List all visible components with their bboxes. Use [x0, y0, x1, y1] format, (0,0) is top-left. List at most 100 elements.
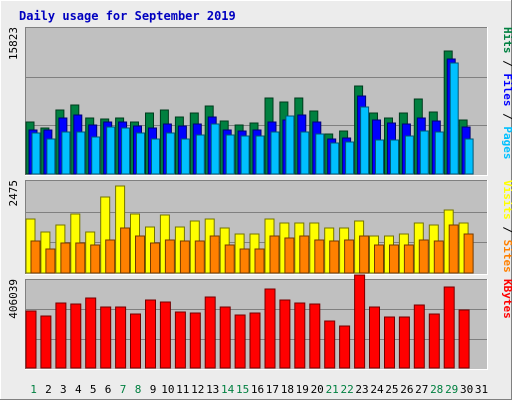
day-label-19: 19 — [296, 383, 309, 396]
bar-pages-day-9 — [151, 138, 160, 175]
bar-sites-day-2 — [45, 248, 56, 274]
bar-kbytes-day-23 — [354, 274, 366, 369]
bar-kbytes-day-2 — [40, 315, 52, 369]
day-label-30: 30 — [460, 383, 473, 396]
bar-sites-day-19 — [299, 235, 310, 274]
day-label-2: 2 — [45, 383, 52, 396]
bar-sites-day-26 — [403, 244, 414, 274]
bar-pages-day-10 — [165, 132, 175, 175]
panel-max-label: 406039 — [7, 279, 20, 319]
bar-sites-day-13 — [209, 235, 220, 274]
bar-pages-day-16 — [255, 135, 265, 175]
bar-pages-day-26 — [404, 135, 414, 175]
day-axis-labels: 1 2 3 4 5 6 7 8 9 10 11 12 13 14 15 16 17 18 19 20 21 22 23 24 2… — [30, 383, 488, 396]
panel-legend: Hits / Files / Pages — [501, 27, 512, 160]
bar-kbytes-day-12 — [189, 312, 201, 369]
bar-kbytes-day-19 — [294, 302, 306, 369]
day-label-20: 20 — [311, 383, 324, 396]
day-label-5: 5 — [90, 383, 97, 396]
bar-pages-day-23 — [360, 106, 370, 175]
bar-kbytes-day-17 — [264, 288, 276, 369]
bar-pages-day-20 — [315, 133, 325, 175]
bar-pages-day-28 — [434, 131, 444, 175]
day-label-28: 28 — [430, 383, 443, 396]
bar-pages-day-21 — [330, 142, 340, 175]
bar-sites-day-5 — [90, 244, 101, 274]
bar-kbytes-day-20 — [309, 303, 321, 369]
bar-sites-day-10 — [164, 239, 175, 274]
day-label-17: 17 — [266, 383, 279, 396]
bar-pages-day-14 — [225, 134, 235, 175]
legend-item-pages: Pages — [501, 126, 512, 159]
bar-sites-day-12 — [194, 240, 205, 274]
bar-pages-day-29 — [449, 62, 459, 175]
bar-pages-day-6 — [106, 126, 116, 175]
bar-pages-day-15 — [240, 135, 250, 175]
bar-sites-day-18 — [284, 237, 295, 274]
day-label-23: 23 — [355, 383, 368, 396]
bar-sites-day-1 — [30, 240, 41, 274]
legend-item-hits: Hits — [501, 27, 512, 54]
bar-pages-day-22 — [345, 141, 355, 175]
series-kbytes — [25, 274, 470, 369]
bar-kbytes-day-24 — [369, 306, 380, 369]
day-label-26: 26 — [400, 383, 413, 396]
bar-sites-day-24 — [374, 244, 384, 274]
bar-sites-day-14 — [224, 244, 235, 274]
day-label-27: 27 — [415, 383, 428, 396]
bar-pages-day-4 — [76, 131, 86, 175]
legend-separator: / — [501, 107, 512, 127]
day-label-16: 16 — [251, 383, 264, 396]
bar-kbytes-day-16 — [249, 312, 261, 369]
bar-sites-day-25 — [389, 244, 399, 274]
bar-sites-day-6 — [105, 239, 116, 274]
legend-separator: / — [501, 220, 512, 240]
bar-kbytes-day-22 — [339, 325, 351, 369]
bar-sites-day-8 — [135, 235, 145, 274]
bar-pages-day-17 — [270, 131, 280, 175]
bar-sites-day-3 — [60, 242, 71, 274]
series-pages — [31, 62, 474, 175]
bar-sites-day-9 — [150, 242, 160, 274]
bar-pages-day-7 — [121, 127, 131, 175]
day-label-15: 15 — [236, 383, 249, 396]
bar-kbytes-day-29 — [443, 286, 455, 369]
bar-kbytes-day-15 — [234, 314, 246, 369]
bar-kbytes-day-27 — [413, 304, 425, 369]
day-label-4: 4 — [75, 383, 82, 396]
bar-kbytes-day-8 — [130, 313, 141, 369]
chart-title: Daily usage for September 2019 — [19, 9, 236, 23]
bar-sites-day-4 — [75, 242, 86, 274]
chart-panels: 15823 Hits / Files / Pages 2475 Visits / Si… — [7, 27, 512, 370]
bar-kbytes-day-11 — [174, 311, 186, 369]
bar-pages-day-27 — [419, 130, 429, 175]
day-label-3: 3 — [60, 383, 67, 396]
day-label-22: 22 — [340, 383, 353, 396]
bar-sites-day-7 — [120, 227, 131, 274]
bar-pages-day-1 — [31, 132, 41, 175]
bar-kbytes-day-26 — [398, 316, 410, 369]
legend-item-sites: Sites — [501, 240, 512, 273]
day-label-12: 12 — [191, 383, 204, 396]
day-label-29: 29 — [445, 383, 458, 396]
bar-kbytes-day-1 — [25, 310, 37, 369]
bar-pages-day-12 — [195, 134, 205, 175]
bar-sites-day-28 — [433, 240, 444, 274]
bar-kbytes-day-4 — [70, 303, 82, 369]
day-label-24: 24 — [370, 383, 384, 396]
bar-sites-day-11 — [179, 240, 190, 274]
bar-pages-day-2 — [46, 138, 56, 175]
bar-pages-day-24 — [375, 139, 384, 175]
bar-kbytes-day-13 — [204, 296, 216, 369]
legend-item-visits: Visits — [501, 180, 512, 220]
bar-sites-day-20 — [314, 239, 325, 274]
day-label-7: 7 — [120, 383, 127, 396]
bar-sites-day-30 — [463, 233, 474, 274]
bar-kbytes-day-18 — [279, 299, 291, 369]
bar-kbytes-day-30 — [458, 309, 470, 369]
panel-hits_files_pages: 15823 Hits / Files / Pages — [7, 27, 512, 176]
bar-sites-day-23 — [359, 235, 370, 274]
day-label-6: 6 — [105, 383, 112, 396]
